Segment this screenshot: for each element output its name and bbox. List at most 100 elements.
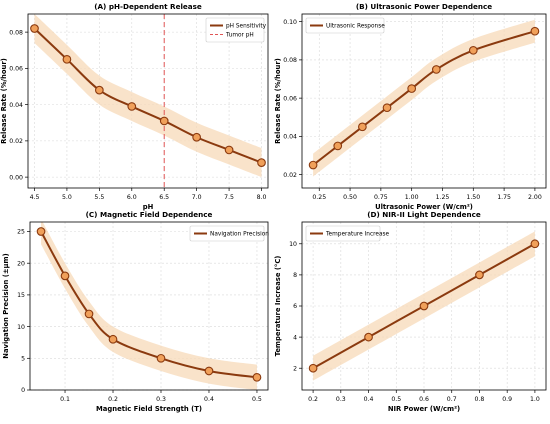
chart-panel-4: 0.2 0.3 0.4 0.5 0.6 0.7 0.8 0.9 1.0 2 4 6 8 10 (D) NIR… xyxy=(274,210,547,413)
axes-frame xyxy=(27,13,269,189)
x-axis-label: Ultrasonic Power (W/cm²) xyxy=(375,203,473,211)
x-tick-label: 6.5 xyxy=(159,194,169,201)
data-point xyxy=(252,372,262,382)
x-tick-label: 2.00 xyxy=(528,194,542,201)
legend: Navigation Precision xyxy=(189,225,269,242)
y-tick-label: 2 xyxy=(293,365,297,372)
data-point xyxy=(530,26,540,36)
y-tick-label: 0.10 xyxy=(283,19,297,26)
data-point xyxy=(419,301,429,311)
x-tick-label: 1.25 xyxy=(436,194,450,201)
legend-label: pH Sensitivity xyxy=(226,24,267,30)
y-tick-label: 10 xyxy=(17,324,25,331)
data-point xyxy=(127,102,137,111)
x-tick-label: 0.75 xyxy=(374,194,388,201)
data-point xyxy=(530,239,540,249)
x-tick-label: 0.3 xyxy=(156,396,166,403)
data-point xyxy=(84,309,94,319)
data-point xyxy=(468,45,478,55)
x-tick-label: 7.5 xyxy=(224,194,234,201)
data-point xyxy=(156,353,166,363)
x-axis-label: Magnetic Field Strength (T) xyxy=(96,405,202,413)
legend-label: Temperature Increase xyxy=(325,232,390,238)
x-axis-label: NIR Power (W/cm²) xyxy=(388,405,460,413)
data-point xyxy=(407,84,417,93)
legend-label: Ultrasonic Response xyxy=(326,24,385,30)
confidence-band xyxy=(34,14,262,178)
x-tick-label: 5.5 xyxy=(94,194,104,201)
x-tick-label: 4.5 xyxy=(30,194,40,201)
x-tick-label: 0.5 xyxy=(252,396,262,403)
y-tick-label: 20 xyxy=(17,260,25,267)
y-axis-label: Release Rate (%/hour) xyxy=(0,58,8,144)
legend: pH Sensitivity Tumor pH xyxy=(205,17,267,43)
x-tick-label: 6.0 xyxy=(127,194,137,201)
y-tick-label: 6 xyxy=(293,303,297,310)
y-tick-label: 0 xyxy=(21,387,25,394)
x-tick-label: 7.0 xyxy=(192,194,202,201)
y-tick-label: 0.06 xyxy=(9,66,23,73)
x-tick-label: 0.4 xyxy=(204,396,214,403)
y-tick-label: 10 xyxy=(289,241,297,248)
chart-title: (A) pH-Dependent Release xyxy=(94,2,202,11)
legend-box xyxy=(205,17,265,43)
data-point xyxy=(62,54,72,64)
y-axis-label: Release Rate (%/hour) xyxy=(274,58,282,144)
legend-box xyxy=(305,225,381,242)
x-tick-label: 0.2 xyxy=(308,396,318,403)
confidence-band xyxy=(313,19,535,177)
axes-frame xyxy=(301,13,547,189)
y-tick-label: 0.00 xyxy=(9,174,23,181)
data-point xyxy=(431,65,441,74)
data-point xyxy=(358,122,367,132)
chart-title: (B) Ultrasonic Power Dependence xyxy=(356,2,492,11)
x-axis-label: pH xyxy=(143,203,154,211)
y-tick-label: 0.08 xyxy=(283,57,297,64)
data-point xyxy=(192,132,201,142)
y-tick-label: 25 xyxy=(17,229,25,236)
legend: Ultrasonic Response xyxy=(305,17,385,34)
x-tick-label: 0.9 xyxy=(502,396,512,403)
data-point xyxy=(30,24,39,33)
y-axis-label: Navigation Precision (±μm) xyxy=(2,253,10,359)
data-point xyxy=(257,158,266,167)
x-tick-label: 1.50 xyxy=(466,194,480,201)
x-tick-label: 0.6 xyxy=(419,396,429,403)
y-tick-label: 4 xyxy=(293,334,297,341)
y-tick-label: 0.02 xyxy=(9,138,23,145)
legend: Temperature Increase xyxy=(305,225,390,242)
y-tick-label: 0.06 xyxy=(283,95,297,102)
x-tick-label: 0.8 xyxy=(475,396,485,403)
data-point xyxy=(204,366,214,376)
y-tick-label: 8 xyxy=(293,272,297,279)
chart-panel-2: 0.25 0.50 0.75 1.00 1.25 1.50 1.75 2.00 0.02 0.04… xyxy=(274,2,547,211)
y-tick-label: 15 xyxy=(17,292,25,299)
legend-label: Tumor pH xyxy=(225,33,254,39)
data-point xyxy=(95,85,104,95)
x-tick-label: 0.3 xyxy=(336,396,346,403)
data-point xyxy=(382,103,392,113)
x-tick-label: 0.50 xyxy=(343,194,357,201)
chart-title: (D) NIR-II Light Dependence xyxy=(367,210,481,219)
x-tick-label: 1.75 xyxy=(497,194,511,201)
data-point xyxy=(60,271,70,281)
y-tick-label: 0.04 xyxy=(9,102,23,109)
x-tick-label: 1.00 xyxy=(405,194,419,201)
legend-label: Navigation Precision xyxy=(210,232,269,238)
x-tick-label: 0.25 xyxy=(312,194,326,201)
data-point xyxy=(308,160,318,170)
data-point xyxy=(308,363,318,373)
x-tick-label: 5.0 xyxy=(62,194,72,201)
x-tick-label: 0.2 xyxy=(108,396,118,403)
data-point xyxy=(333,141,343,151)
axes-frame xyxy=(29,221,269,391)
y-tick-label: 0.04 xyxy=(283,134,297,141)
data-point xyxy=(364,332,373,342)
x-tick-label: 8.0 xyxy=(257,194,267,201)
x-tick-label: 0.4 xyxy=(364,396,374,403)
x-tick-label: 0.1 xyxy=(60,396,70,403)
data-point xyxy=(475,270,484,280)
y-tick-label: 0.08 xyxy=(9,29,23,36)
data-point xyxy=(159,116,169,126)
